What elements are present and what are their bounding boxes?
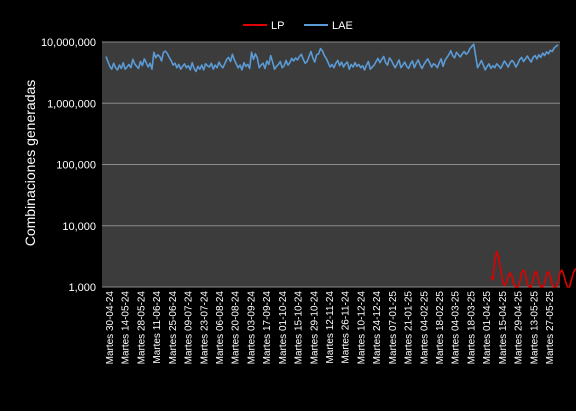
- x-tick-label: Martes 30-04-24: [105, 291, 116, 365]
- x-tick-label: Martes 21-01-25: [404, 291, 415, 365]
- y-tick-label: 10,000: [62, 221, 96, 233]
- x-tick-label: Martes 24-12-24: [372, 291, 383, 365]
- series-layer: [105, 43, 576, 288]
- x-axis-tick-labels: Martes 30-04-24 Martes 14-05-24 Martes 28-…: [105, 291, 556, 365]
- x-tick-label: Martes 09-07-24: [184, 291, 195, 365]
- y-axis-tick-labels: 1,000 10,000 100,000 1,000,000 10,000,000: [41, 37, 96, 294]
- series-line-lae: [105, 43, 559, 73]
- y-tick-label: 10,000,000: [41, 37, 96, 49]
- grid-lines: [102, 41, 560, 288]
- x-tick-label: Martes 20-08-24: [231, 291, 242, 365]
- x-tick-label: Martes 11-06-24: [152, 291, 163, 364]
- legend: LP LAE: [243, 20, 353, 32]
- x-tick-label: Martes 14-05-24: [121, 291, 132, 365]
- x-tick-label: Martes 23-07-24: [199, 291, 210, 365]
- legend-label-lp: LP: [271, 20, 284, 32]
- x-tick-label: Martes 18-03-25: [466, 291, 477, 365]
- x-tick-label: Martes 10-12-24: [356, 291, 367, 365]
- legend-label-lae: LAE: [332, 20, 353, 32]
- x-tick-label: Martes 28-05-24: [136, 291, 147, 365]
- x-tick-label: Martes 12-11-24: [325, 291, 336, 364]
- x-tick-label: Martes 26-11-24: [341, 291, 352, 364]
- x-tick-label: Martes 27-05-25: [545, 291, 556, 365]
- x-tick-label: Martes 29-04-25: [514, 291, 525, 365]
- x-tick-label: Martes 17-09-24: [262, 291, 273, 365]
- x-tick-label: Martes 13-05-25: [529, 291, 540, 365]
- x-tick-label: Martes 06-08-24: [215, 291, 226, 365]
- x-tick-label: Martes 01-10-24: [278, 291, 289, 365]
- x-tick-label: Martes 03-09-24: [246, 291, 257, 365]
- x-tick-label: Martes 15-04-25: [498, 291, 509, 365]
- y-tick-label: 1,000,000: [47, 98, 96, 110]
- series-line-lp: [490, 250, 576, 288]
- x-tick-label: Martes 01-04-25: [482, 291, 493, 365]
- x-tick-label: Martes 18-02-25: [435, 291, 446, 365]
- x-tick-label: Martes 04-03-25: [451, 291, 462, 365]
- x-tick-label: Martes 07-01-25: [388, 291, 399, 365]
- x-tick-label: Martes 04-02-25: [419, 291, 430, 365]
- x-tick-label: Martes 15-10-24: [294, 291, 305, 365]
- x-tick-label: Martes 29-10-24: [309, 291, 320, 365]
- x-tick-label: Martes 25-06-24: [168, 291, 179, 365]
- y-axis-label: Combinaciones generadas: [22, 80, 38, 247]
- y-tick-label: 1,000: [68, 282, 96, 294]
- y-tick-label: 100,000: [56, 160, 96, 172]
